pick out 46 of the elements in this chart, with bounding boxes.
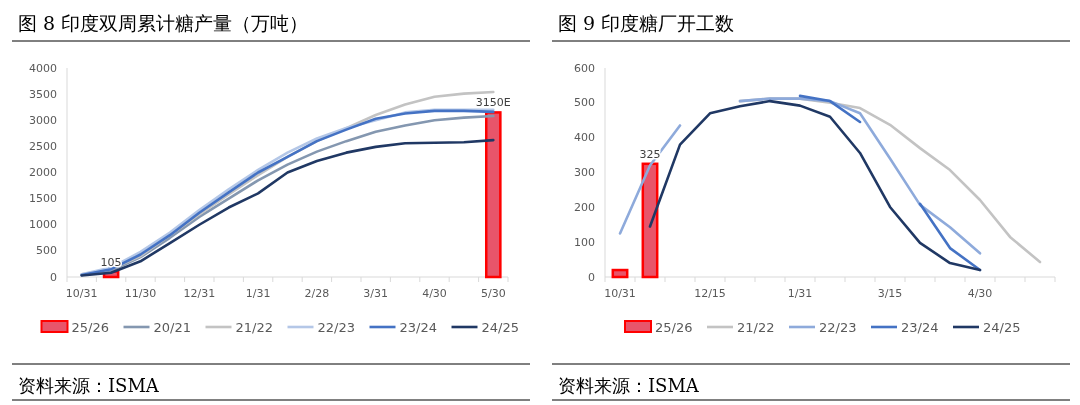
x-tick-label: 10/31: [65, 287, 98, 300]
x-tick-label: 12/15: [694, 287, 726, 300]
text: 资料来源：ISMA: [558, 375, 700, 396]
y-tick-label: 3500: [29, 87, 57, 101]
legend-label: 20/21: [153, 320, 191, 335]
x-tick-label: 4/30: [967, 287, 993, 300]
y-tick-label: 0: [588, 270, 595, 284]
y-tick-label: 300: [574, 166, 595, 179]
y-tick-label: 3000: [29, 113, 57, 127]
y-tick-label: 100: [574, 235, 595, 249]
x-tick-label: 10/31: [604, 287, 636, 300]
legend-label: 21/22: [235, 320, 273, 335]
y-tick-label: 200: [574, 200, 595, 214]
data-label: 105: [100, 255, 122, 269]
x-tick-label: 1/31: [245, 287, 271, 300]
x-tick-label: 2/28: [304, 287, 330, 300]
y-tick-label: 1500: [29, 192, 57, 206]
y-tick-label: 2500: [29, 139, 57, 153]
chart-title: 图 9 印度糖厂开工数: [558, 12, 735, 34]
x-tick-label: 4/30: [422, 287, 447, 300]
x-tick-label: 3/15: [877, 287, 903, 300]
data-label: 3150E: [475, 96, 511, 110]
y-tick-label: 4000: [29, 61, 57, 75]
y-tick-label: 1000: [29, 218, 57, 232]
x-tick-label: 11/30: [124, 287, 157, 300]
y-tick-label: 400: [574, 131, 595, 145]
legend-label: 25/26: [71, 320, 109, 335]
legend-label: 23/24: [901, 320, 939, 335]
legend-label: 23/24: [399, 320, 437, 335]
chart-title: 图 8 印度双周累计糖产量（万吨）: [18, 12, 309, 34]
y-tick-label: 0: [50, 270, 57, 284]
x-tick-label: 3/31: [363, 287, 389, 300]
legend-label: 24/25: [983, 320, 1021, 335]
legend-label: 24/25: [481, 320, 519, 335]
legend-label: 22/23: [317, 320, 355, 335]
y-tick-label: 2000: [29, 166, 57, 179]
y-tick-label: 500: [574, 96, 595, 110]
legend-label: 22/23: [819, 320, 857, 335]
legend-label: 21/22: [737, 320, 775, 335]
y-tick-label: 500: [36, 244, 57, 258]
legend-label: 25/26: [655, 320, 693, 335]
y-tick-label: 600: [574, 61, 595, 75]
x-tick-label: 5/30: [480, 287, 506, 300]
x-tick-label: 1/31: [787, 287, 813, 300]
x-tick-label: 12/31: [183, 287, 216, 300]
text: 资料来源：ISMA: [18, 375, 160, 396]
